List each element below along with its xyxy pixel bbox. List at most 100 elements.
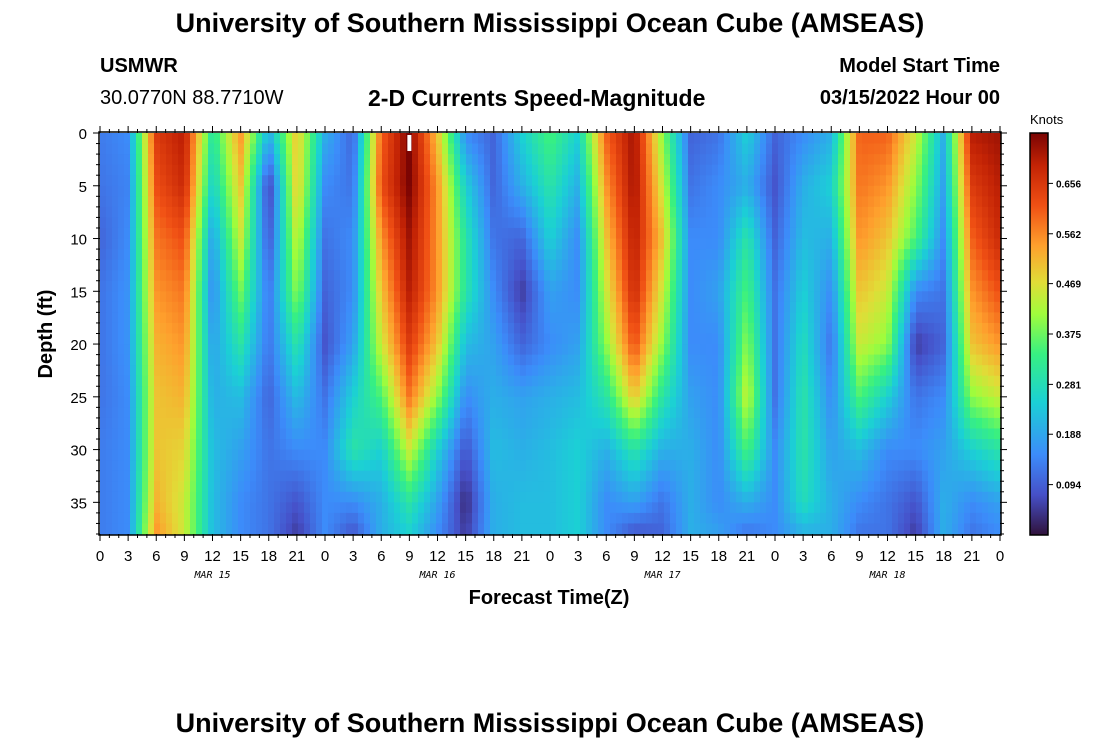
heatmap-cell <box>334 270 341 282</box>
heatmap-cell <box>952 375 959 387</box>
heatmap-cell <box>544 439 551 451</box>
heatmap-cell <box>196 133 203 145</box>
heatmap-cell <box>796 259 803 271</box>
heatmap-cell <box>574 460 581 472</box>
heatmap-cell <box>394 312 401 324</box>
heatmap-cell <box>202 143 209 155</box>
heatmap-cell <box>700 396 707 408</box>
heatmap-cell <box>298 481 305 493</box>
heatmap-cell <box>466 301 473 313</box>
heatmap-cell <box>562 238 569 250</box>
heatmap-cell <box>262 407 269 419</box>
heatmap-cell <box>400 344 407 356</box>
heatmap-cell <box>130 143 137 155</box>
heatmap-cell <box>526 217 533 229</box>
heatmap-cell <box>616 449 623 461</box>
heatmap-cell <box>490 354 497 366</box>
heatmap-cell <box>622 175 629 187</box>
heatmap-cell <box>868 164 875 176</box>
heatmap-cell <box>712 375 719 387</box>
heatmap-cell <box>730 312 737 324</box>
heatmap-cell <box>388 249 395 261</box>
heatmap-cell <box>832 449 839 461</box>
heatmap-cell <box>190 439 197 451</box>
heatmap-cell <box>574 428 581 440</box>
heatmap-cell <box>946 227 953 240</box>
heatmap-cell <box>760 291 767 303</box>
heatmap-cell <box>154 301 161 313</box>
heatmap-cell <box>430 301 437 313</box>
heatmap-cell <box>376 354 383 366</box>
heatmap-cell <box>508 175 515 187</box>
heatmap-cell <box>982 238 989 250</box>
heatmap-cell <box>874 417 881 430</box>
heatmap-cell <box>352 217 359 229</box>
heatmap-cell <box>454 375 461 387</box>
heatmap-cell <box>292 312 299 324</box>
heatmap-cell <box>802 312 809 324</box>
heatmap-cell <box>592 439 599 451</box>
heatmap-cell <box>964 333 971 345</box>
heatmap-cell <box>178 301 185 313</box>
heatmap-cell <box>928 449 935 461</box>
heatmap-cell <box>634 428 641 440</box>
heatmap-cell <box>628 154 635 166</box>
heatmap-cell <box>112 291 119 303</box>
heatmap-cell <box>676 280 683 292</box>
heatmap-cell <box>466 439 473 451</box>
heatmap-cell <box>952 333 959 345</box>
heatmap-cell <box>796 185 803 197</box>
heatmap-cell <box>784 407 791 419</box>
heatmap-cell <box>994 470 1001 482</box>
heatmap-cell <box>280 365 287 377</box>
heatmap-cell <box>238 333 245 345</box>
heatmap-cell <box>106 217 113 229</box>
heatmap-cell <box>514 143 521 155</box>
heatmap-cell <box>802 143 809 155</box>
heatmap-cell <box>928 185 935 197</box>
heatmap-cell <box>232 449 239 461</box>
heatmap-cell <box>214 344 221 356</box>
heatmap-cell <box>622 407 629 419</box>
heatmap-cell <box>148 417 155 430</box>
heatmap-cell <box>538 396 545 408</box>
heatmap-cell <box>526 439 533 451</box>
heatmap-cell <box>802 175 809 187</box>
heatmap-cell <box>784 417 791 430</box>
heatmap-cell <box>964 249 971 261</box>
heatmap-cell <box>376 407 383 419</box>
heatmap-cell <box>922 227 929 240</box>
heatmap-cell <box>322 322 329 335</box>
heatmap-cell <box>736 175 743 187</box>
heatmap-cell <box>226 386 233 398</box>
heatmap-cell <box>478 312 485 324</box>
heatmap-cell <box>106 249 113 261</box>
heatmap-cell <box>166 439 173 451</box>
heatmap-cell <box>526 175 533 187</box>
heatmap-cell <box>394 407 401 419</box>
heatmap-cell <box>574 238 581 250</box>
heatmap-cell <box>376 270 383 282</box>
heatmap-cell <box>196 354 203 366</box>
heatmap-cell <box>898 470 905 482</box>
heatmap-cell <box>118 344 125 356</box>
heatmap-cell <box>934 344 941 356</box>
heatmap-cell <box>748 344 755 356</box>
heatmap-cell <box>220 470 227 482</box>
heatmap-cell <box>598 238 605 250</box>
heatmap-cell <box>358 322 365 335</box>
heatmap-cell <box>610 460 617 472</box>
heatmap-cell <box>814 206 821 219</box>
heatmap-cell <box>166 143 173 155</box>
heatmap-cell <box>334 291 341 303</box>
heatmap-cell <box>298 280 305 292</box>
heatmap-cell <box>616 227 623 240</box>
heatmap-cell <box>670 291 677 303</box>
heatmap-cell <box>808 196 815 208</box>
heatmap-cell <box>892 344 899 356</box>
heatmap-cell <box>934 322 941 335</box>
heatmap-cell <box>784 154 791 166</box>
heatmap-cell <box>616 354 623 366</box>
heatmap-cell <box>232 185 239 197</box>
heatmap-cell <box>154 344 161 356</box>
